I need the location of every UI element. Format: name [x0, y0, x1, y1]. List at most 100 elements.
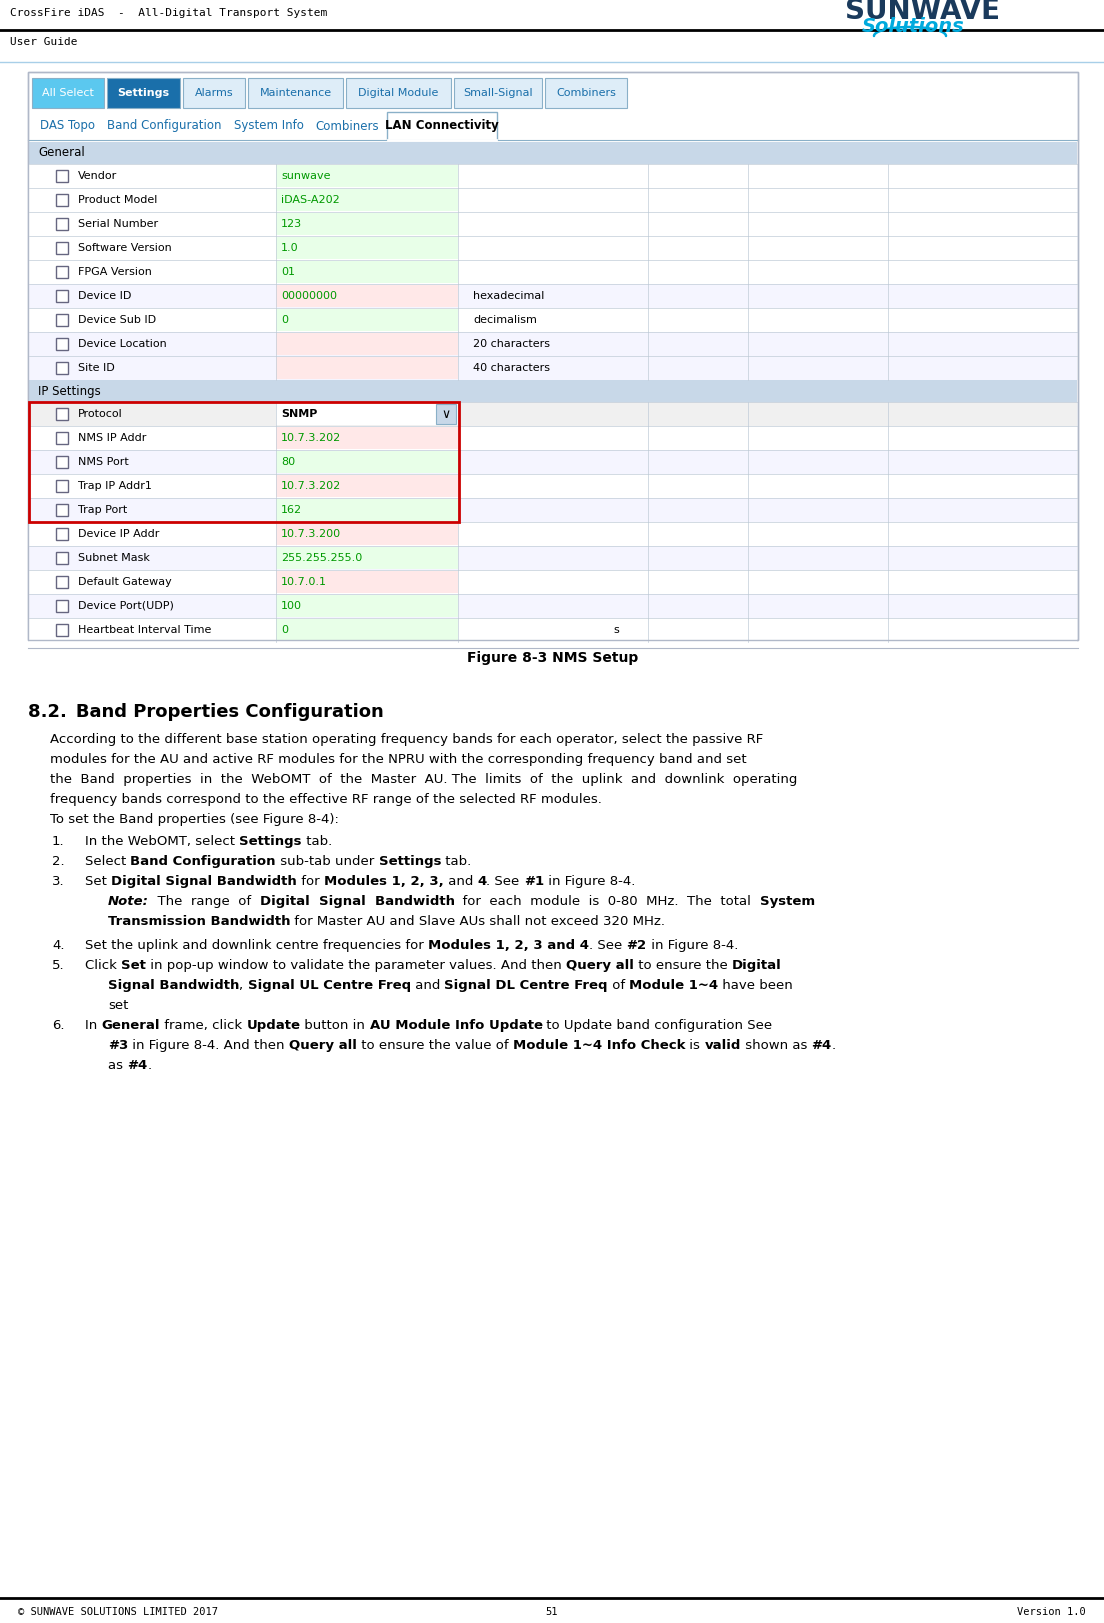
Text: SUNWAVE: SUNWAVE — [845, 0, 1000, 24]
Text: #4: #4 — [811, 1039, 831, 1052]
Bar — [388, 112, 497, 140]
Text: Modules 1, 2, 3,: Modules 1, 2, 3, — [323, 875, 444, 888]
Text: Band Configuration: Band Configuration — [107, 120, 222, 133]
Bar — [29, 141, 1078, 164]
Text: General: General — [38, 146, 85, 159]
Text: Settings: Settings — [379, 855, 440, 868]
Bar — [29, 235, 1078, 260]
Bar — [276, 427, 458, 450]
Text: in Figure 8-4.: in Figure 8-4. — [647, 940, 737, 953]
Text: in Figure 8-4.: in Figure 8-4. — [544, 875, 636, 888]
Bar — [56, 291, 68, 302]
Bar — [56, 217, 68, 230]
Bar — [29, 545, 1078, 570]
Bar — [276, 476, 458, 497]
Text: Device Port(UDP): Device Port(UDP) — [78, 601, 173, 610]
Text: sub-tab under: sub-tab under — [276, 855, 379, 868]
Text: button in: button in — [300, 1019, 370, 1032]
Text: 4.: 4. — [52, 940, 64, 953]
Text: . See: . See — [487, 875, 524, 888]
Text: Signal Bandwidth: Signal Bandwidth — [108, 979, 240, 992]
Text: sunwave: sunwave — [282, 170, 330, 182]
Bar — [29, 213, 1078, 235]
Bar — [436, 404, 456, 424]
Text: Module 1~4: Module 1~4 — [629, 979, 719, 992]
Text: to ensure the: to ensure the — [634, 959, 732, 972]
Bar — [29, 570, 1078, 594]
Text: According to the different base station operating frequency bands for each opera: According to the different base station … — [50, 734, 763, 747]
Text: Transmission Bandwidth: Transmission Bandwidth — [108, 915, 290, 928]
Text: Figure 8-3 NMS Setup: Figure 8-3 NMS Setup — [467, 651, 638, 665]
Text: .: . — [148, 1058, 151, 1073]
Bar — [29, 260, 1078, 284]
Text: 4: 4 — [477, 875, 487, 888]
Text: Query all: Query all — [289, 1039, 357, 1052]
Bar — [276, 498, 458, 521]
Text: 00000000: 00000000 — [282, 291, 337, 300]
Text: 2.: 2. — [52, 855, 65, 868]
Text: frame, click: frame, click — [160, 1019, 246, 1032]
Bar — [56, 362, 68, 373]
Text: in Figure 8-4. And then: in Figure 8-4. And then — [128, 1039, 289, 1052]
Text: All Select: All Select — [42, 88, 94, 97]
Bar — [29, 498, 1078, 523]
Bar — [29, 523, 1078, 545]
Text: Heartbeat Interval Time: Heartbeat Interval Time — [78, 625, 211, 635]
Text: s: s — [613, 625, 618, 635]
Text: and: and — [411, 979, 445, 992]
Text: 100: 100 — [282, 601, 302, 610]
Text: to Update band configuration See: to Update band configuration See — [542, 1019, 773, 1032]
Bar — [56, 242, 68, 255]
Text: for Master AU and Slave AUs shall not exceed 320 MHz.: for Master AU and Slave AUs shall not ex… — [290, 915, 666, 928]
Text: General: General — [102, 1019, 160, 1032]
Bar — [276, 333, 458, 355]
Text: the  Band  properties  in  the  WebOMT  of  the  Master  AU. The  limits  of  th: the Band properties in the WebOMT of the… — [50, 773, 797, 786]
Bar — [56, 601, 68, 612]
Text: User Guide: User Guide — [10, 37, 77, 47]
Text: #3: #3 — [108, 1039, 128, 1052]
Bar — [276, 547, 458, 570]
Text: for: for — [297, 875, 323, 888]
Text: tab.: tab. — [301, 834, 332, 847]
Bar — [29, 308, 1078, 333]
Text: Solutions: Solutions — [862, 18, 965, 36]
Text: NMS Port: NMS Port — [78, 458, 129, 467]
Bar — [29, 403, 459, 523]
Text: Product Model: Product Model — [78, 195, 158, 204]
Bar — [29, 618, 1078, 643]
Bar — [56, 432, 68, 445]
Text: Update: Update — [246, 1019, 300, 1032]
Text: #4: #4 — [127, 1058, 148, 1073]
Text: for  each  module  is  0-80  MHz.  The  total: for each module is 0-80 MHz. The total — [455, 894, 760, 907]
Text: Modules 1, 2, 3 and 4: Modules 1, 2, 3 and 4 — [428, 940, 590, 953]
Text: 80: 80 — [282, 458, 295, 467]
Text: .: . — [831, 1039, 836, 1052]
Text: frequency bands correspond to the effective RF range of the selected RF modules.: frequency bands correspond to the effect… — [50, 794, 602, 807]
Text: In: In — [85, 1019, 102, 1032]
Text: IP Settings: IP Settings — [38, 385, 100, 398]
Bar — [29, 333, 1078, 355]
Text: Device ID: Device ID — [78, 291, 131, 300]
Text: To set the Band properties (see Figure 8-4):: To set the Band properties (see Figure 8… — [50, 813, 339, 826]
Text: to ensure the value of: to ensure the value of — [357, 1039, 512, 1052]
Bar — [29, 425, 1078, 450]
Text: Settings: Settings — [117, 88, 170, 97]
Text: . See: . See — [590, 940, 626, 953]
Text: 20 characters: 20 characters — [473, 339, 550, 349]
Text: The  range  of: The range of — [149, 894, 259, 907]
Text: Trap IP Addr1: Trap IP Addr1 — [78, 480, 152, 492]
Text: SNMP: SNMP — [282, 409, 317, 419]
Bar — [276, 403, 458, 425]
Bar — [276, 286, 458, 307]
Bar — [29, 188, 1078, 213]
Text: Signal DL Centre Freq: Signal DL Centre Freq — [445, 979, 608, 992]
Text: Device IP Addr: Device IP Addr — [78, 529, 159, 539]
Text: © SUNWAVE SOLUTIONS LIMITED 2017: © SUNWAVE SOLUTIONS LIMITED 2017 — [18, 1607, 217, 1617]
Bar — [276, 213, 458, 235]
Bar — [276, 523, 458, 545]
Bar — [56, 576, 68, 588]
Text: Alarms: Alarms — [194, 88, 233, 97]
Bar — [276, 357, 458, 380]
Text: modules for the AU and active RF modules for the NPRU with the corresponding fre: modules for the AU and active RF modules… — [50, 753, 746, 766]
Bar — [28, 71, 1078, 639]
